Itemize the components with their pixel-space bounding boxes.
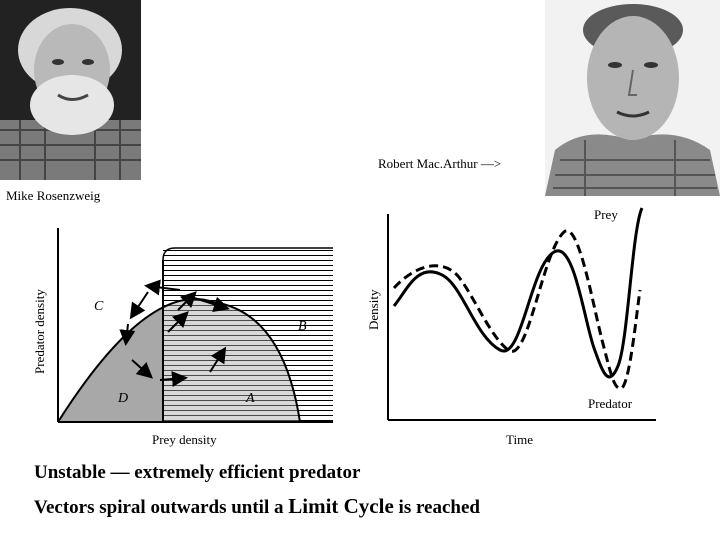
phase-plane-diagram: Predator density Prey density C B D A xyxy=(32,228,333,447)
prey-curve xyxy=(392,207,644,379)
series-label-prey: Prey xyxy=(594,207,618,222)
region-label-d: D xyxy=(117,391,128,406)
text-line-2-suffix: is reached xyxy=(393,497,480,518)
text-line-2: Vectors spiral outwards until a Limit Cy… xyxy=(34,494,480,519)
text-line-1: Unstable — extremely efficient predator xyxy=(34,462,361,483)
axis-label-predator-density: Predator density xyxy=(32,289,47,374)
axis-label-time: Time xyxy=(506,432,533,447)
axis-label-prey-density: Prey density xyxy=(152,432,217,447)
text-line-2-prefix: Vectors spiral outwards until a xyxy=(34,497,289,518)
region-label-b: B xyxy=(298,319,307,334)
rosenzweig-caption: Mike Rosenzweig xyxy=(6,188,101,203)
limit-cycle-emphasis: Limit Cycle xyxy=(288,494,394,518)
series-label-predator: Predator xyxy=(588,396,633,411)
region-label-c: C xyxy=(94,299,104,314)
macarthur-caption: Robert Mac.Arthur —> xyxy=(378,156,502,171)
rosenzweig-photo xyxy=(0,0,141,180)
time-series-diagram: Density Time Prey Predator xyxy=(366,207,656,447)
region-label-a: A xyxy=(245,391,255,406)
macarthur-photo xyxy=(545,0,720,196)
axis-label-density: Density xyxy=(366,289,381,330)
predator-curve xyxy=(392,229,642,390)
